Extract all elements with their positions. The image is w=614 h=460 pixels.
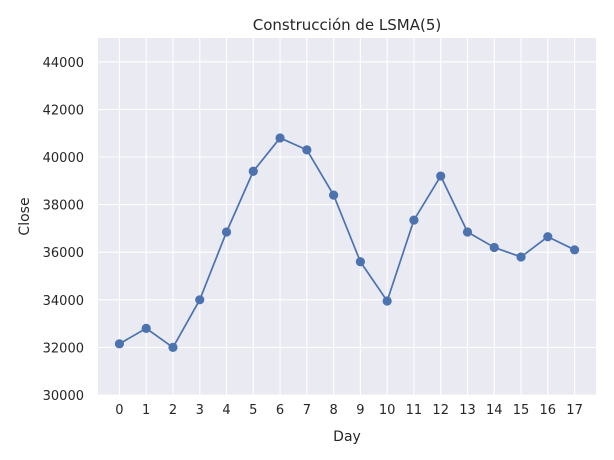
x-tick-label: 5: [249, 403, 257, 418]
x-tick-label: 3: [196, 403, 204, 418]
data-point: [168, 342, 178, 352]
x-tick-label: 2: [169, 403, 177, 418]
data-point: [302, 145, 312, 155]
data-point: [248, 166, 258, 176]
data-point: [114, 339, 125, 349]
x-tick-label: 9: [356, 403, 364, 418]
data-point: [221, 227, 232, 237]
data-point: [516, 252, 526, 262]
x-tick-label: 14: [486, 403, 503, 418]
data-point: [275, 133, 285, 143]
y-tick-label: 36000: [43, 246, 84, 261]
y-tick-label: 30000: [43, 389, 84, 404]
plot-area: [98, 38, 596, 395]
y-tick-label: 42000: [43, 103, 84, 118]
data-point: [436, 171, 446, 181]
grid-lines: [98, 38, 596, 396]
x-tick-labels: 0 1 2 3 4 5 6 7 8 9 10 11 12 13 14 15 16 17: [115, 403, 583, 418]
x-tick-label: 17: [566, 403, 583, 418]
chart-title: Construcción de LSMA(5): [253, 16, 442, 34]
x-tick-label: 10: [379, 403, 396, 418]
y-tick-label: 44000: [43, 56, 84, 71]
y-axis-label: Close: [17, 197, 33, 235]
x-tick-label: 13: [459, 403, 476, 418]
data-point: [329, 190, 339, 200]
x-tick-label: 16: [540, 403, 557, 418]
x-axis-label: Day: [333, 429, 361, 445]
series-layer: [114, 133, 580, 352]
x-tick-label: 1: [142, 403, 150, 418]
y-tick-label: 38000: [43, 199, 84, 214]
data-point: [382, 296, 392, 306]
data-point: [355, 257, 365, 267]
data-point: [409, 215, 419, 225]
data-point: [543, 232, 553, 242]
y-tick-label: 40000: [43, 151, 84, 166]
x-tick-label: 11: [406, 403, 423, 418]
data-point: [489, 242, 499, 253]
y-tick-labels: 30000 32000 34000 36000 38000 40000 42000 44000: [43, 56, 84, 404]
x-tick-label: 6: [276, 403, 284, 418]
data-point: [195, 295, 205, 305]
x-tick-label: 7: [303, 403, 311, 418]
x-tick-label: 15: [513, 403, 530, 418]
x-tick-label: 8: [329, 403, 337, 418]
x-tick-label: 12: [432, 403, 449, 418]
data-point: [569, 245, 580, 255]
x-tick-label: 0: [115, 403, 123, 418]
x-tick-label: 4: [222, 403, 230, 418]
data-point: [141, 323, 151, 333]
y-tick-label: 34000: [43, 294, 84, 309]
series-line: [118, 137, 575, 349]
y-tick-label: 32000: [43, 341, 84, 356]
data-point: [462, 227, 473, 237]
